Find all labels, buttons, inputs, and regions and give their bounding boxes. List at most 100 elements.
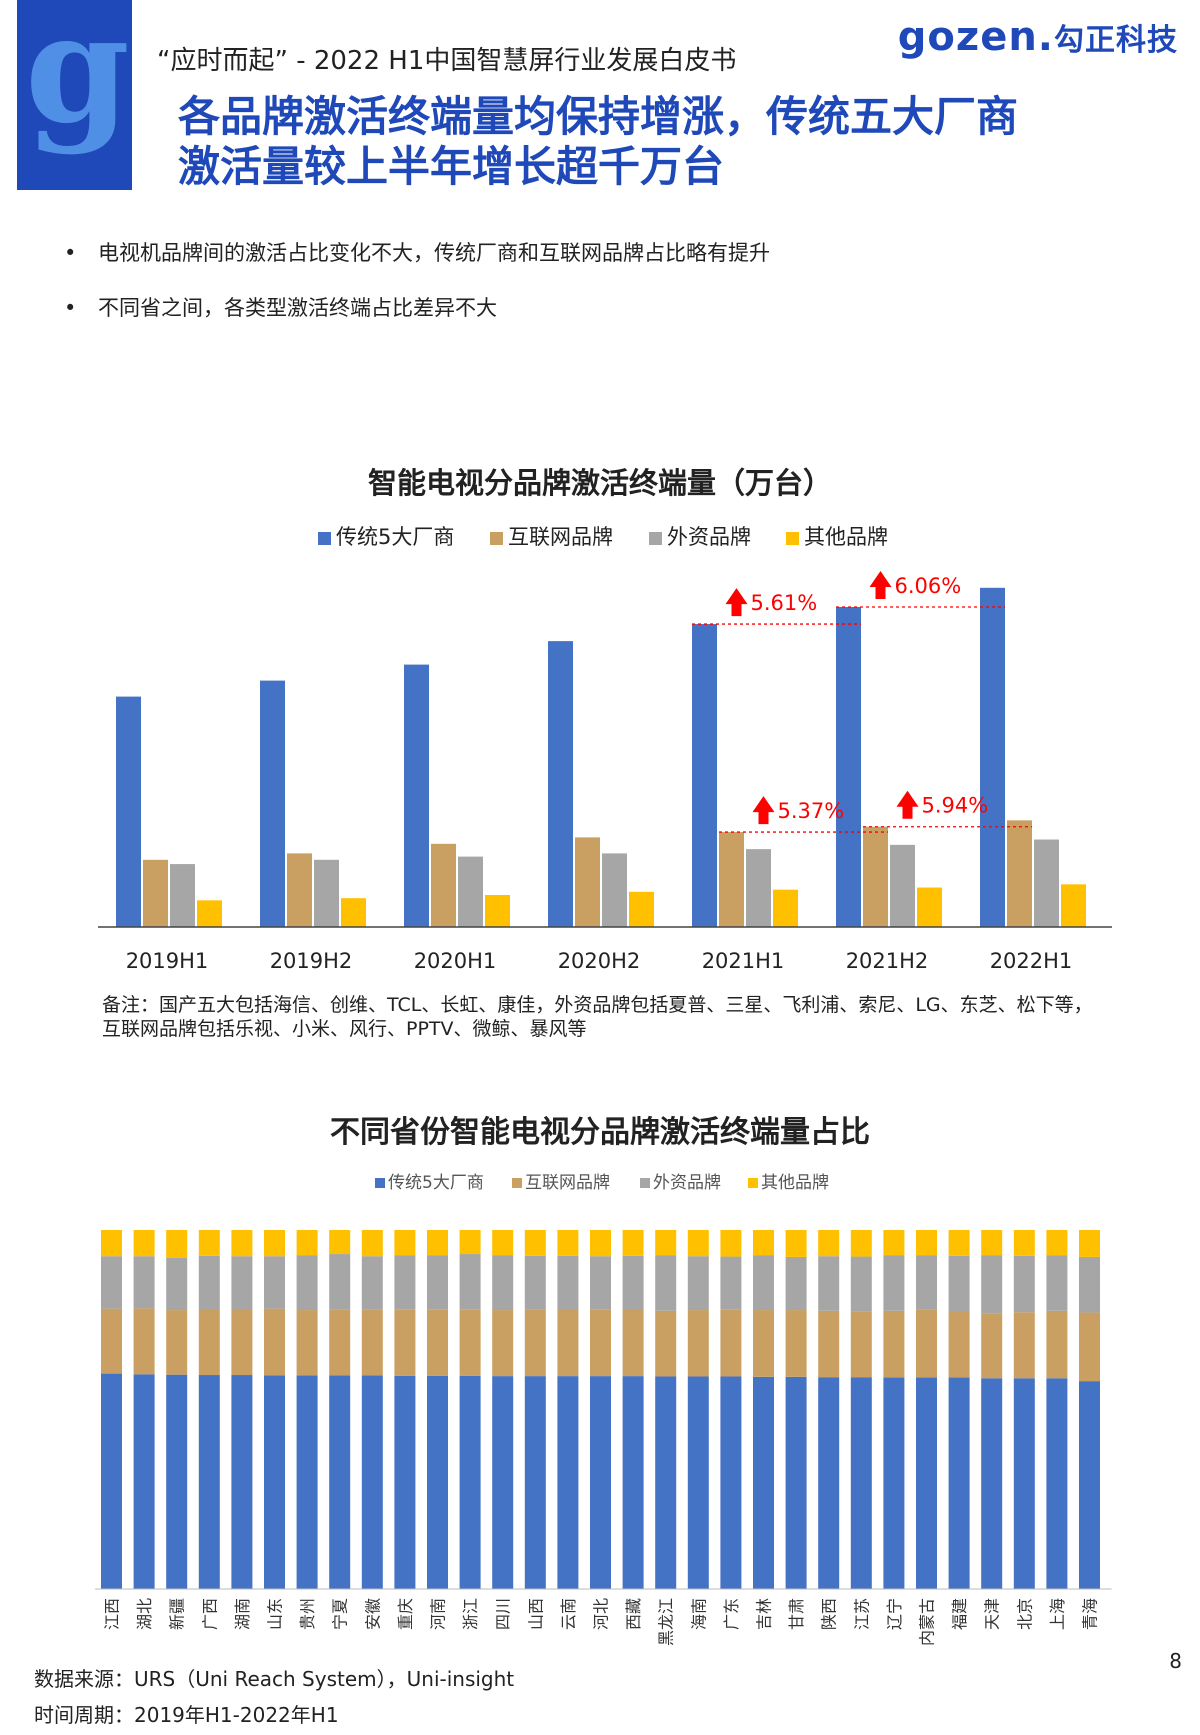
bar — [773, 889, 798, 927]
report-subtitle: “应时而起” - 2022 H1中国智慧屏行业发展白皮书 — [157, 46, 737, 76]
stacked-bar-segment — [459, 1230, 481, 1255]
stacked-bar-segment — [687, 1256, 709, 1311]
stacked-bar-segment — [720, 1309, 742, 1377]
stacked-bar-segment — [1013, 1230, 1035, 1256]
x-tick-label: 海南 — [689, 1598, 708, 1630]
stacked-bar-segment — [524, 1230, 546, 1256]
stacked-bar-segment — [361, 1375, 383, 1589]
legend-label: 互联网品牌 — [525, 1173, 610, 1193]
stacked-bar-segment — [296, 1230, 318, 1256]
stacked-bar-segment — [361, 1309, 383, 1376]
stacked-bar-segment — [198, 1230, 220, 1256]
bullet-item: 不同省之间，各类型激活终端占比差异不大 — [60, 293, 770, 323]
stacked-bar-segment — [361, 1230, 383, 1257]
stacked-bar-segment — [427, 1230, 448, 1256]
stacked-bar-segment — [166, 1257, 188, 1311]
x-tick-label: 广东 — [722, 1598, 741, 1630]
legend-label: 其他品牌 — [761, 1173, 829, 1193]
data-source: 数据来源：URS（Uni Reach System），Uni-insight — [34, 1667, 515, 1691]
bar — [170, 864, 195, 927]
stacked-bar-segment — [818, 1256, 840, 1311]
chart1-note: 备注：国产五大包括海信、创维、TCL、长虹、康佳，外资品牌包括夏普、三星、飞利浦… — [102, 993, 1093, 1041]
stacked-bar-segment — [1079, 1312, 1100, 1382]
stacked-bar-segment — [264, 1230, 285, 1257]
stacked-bar-segment — [231, 1256, 253, 1309]
bar — [404, 664, 429, 927]
stacked-bar-segment — [687, 1310, 709, 1377]
legend-swatch — [490, 532, 503, 545]
growth-arrow-icon — [725, 588, 748, 617]
growth-label: 5.37% — [778, 799, 845, 823]
stacked-bar-segment — [557, 1308, 579, 1377]
bar — [548, 641, 573, 927]
bar — [980, 587, 1005, 927]
stacked-bar-segment — [818, 1230, 840, 1257]
stacked-bar-segment — [622, 1230, 644, 1256]
time-period: 时间周期：2019年H1-2022年H1 — [34, 1703, 339, 1727]
x-tick-label: 江西 — [103, 1598, 122, 1630]
stacked-bar-segment — [622, 1376, 644, 1589]
stacked-bar-segment — [753, 1230, 774, 1256]
logo-letter: g — [25, 0, 130, 157]
x-tick-label: 湖北 — [135, 1598, 154, 1630]
x-tick-label: 2021H1 — [702, 949, 785, 973]
stacked-bar-segment — [1046, 1310, 1068, 1379]
x-tick-label: 安徽 — [363, 1598, 382, 1630]
x-tick-label: 甘肃 — [787, 1598, 806, 1630]
stacked-bar-segment — [753, 1376, 774, 1589]
legend-label: 外资品牌 — [653, 1173, 721, 1193]
bar — [1061, 884, 1086, 927]
x-tick-label: 云南 — [559, 1598, 578, 1630]
stacked-bar-segment — [329, 1230, 351, 1255]
stacked-bar-segment — [524, 1376, 546, 1589]
stacked-bar-segment — [753, 1255, 774, 1311]
x-tick-label: 湖南 — [233, 1598, 252, 1630]
x-tick-label: 吉林 — [755, 1598, 774, 1630]
stacked-bar-segment — [753, 1310, 774, 1377]
x-tick-label: 辽宁 — [885, 1598, 904, 1630]
stacked-bar-segment — [1013, 1378, 1035, 1589]
bar — [719, 832, 744, 927]
x-tick-label: 广西 — [200, 1598, 219, 1630]
stacked-bar-segment — [916, 1255, 937, 1310]
bar — [1034, 839, 1059, 927]
stacked-bar-segment — [655, 1230, 677, 1256]
stacked-bar-segment — [264, 1256, 285, 1309]
bar — [692, 624, 717, 927]
legend-swatch — [748, 1178, 758, 1188]
stacked-bar-segment — [133, 1230, 155, 1257]
x-tick-label: 新疆 — [168, 1598, 187, 1630]
bar — [836, 607, 861, 927]
stacked-bar-segment — [622, 1255, 644, 1309]
bar — [746, 849, 771, 927]
x-tick-label: 河北 — [592, 1598, 611, 1630]
stacked-bar-segment — [916, 1230, 937, 1256]
x-tick-label: 2020H1 — [414, 949, 497, 973]
bar — [602, 853, 627, 927]
stacked-bar-segment — [1079, 1381, 1100, 1589]
bar — [341, 898, 366, 927]
stacked-bar-segment — [981, 1378, 1003, 1589]
x-tick-label: 山东 — [266, 1598, 285, 1630]
x-tick-label: 贵州 — [298, 1598, 317, 1630]
stacked-bar-segment — [883, 1230, 905, 1256]
stacked-bar-segment — [394, 1375, 416, 1589]
stacked-bar-segment — [720, 1376, 742, 1589]
x-tick-label: 北京 — [1015, 1598, 1034, 1630]
stacked-bar-segment — [850, 1230, 872, 1257]
stacked-bar-segment — [916, 1377, 937, 1589]
stacked-bar-segment — [1079, 1230, 1100, 1257]
stacked-bar-segment — [492, 1310, 514, 1377]
stacked-bar-segment — [687, 1230, 709, 1257]
x-tick-label: 2020H2 — [558, 949, 641, 973]
stacked-bar-segment — [1013, 1312, 1035, 1379]
stacked-bar-segment — [785, 1310, 807, 1377]
logo-block: g — [17, 0, 132, 190]
stacked-bar-segment — [264, 1308, 285, 1376]
province-share-stacked-chart: 传统5大厂商 互联网品牌 外资品牌 其他品牌江西 湖北 新疆 广西 湖南 山东 贵州 宁夏 安徽 重庆河… — [95, 1173, 1112, 1646]
stacked-bar-segment — [459, 1309, 481, 1376]
stacked-bar-segment — [133, 1256, 155, 1309]
bar — [143, 859, 168, 927]
brand-cn: 勾正科技 — [1054, 23, 1178, 58]
stacked-bar-segment — [883, 1377, 905, 1589]
